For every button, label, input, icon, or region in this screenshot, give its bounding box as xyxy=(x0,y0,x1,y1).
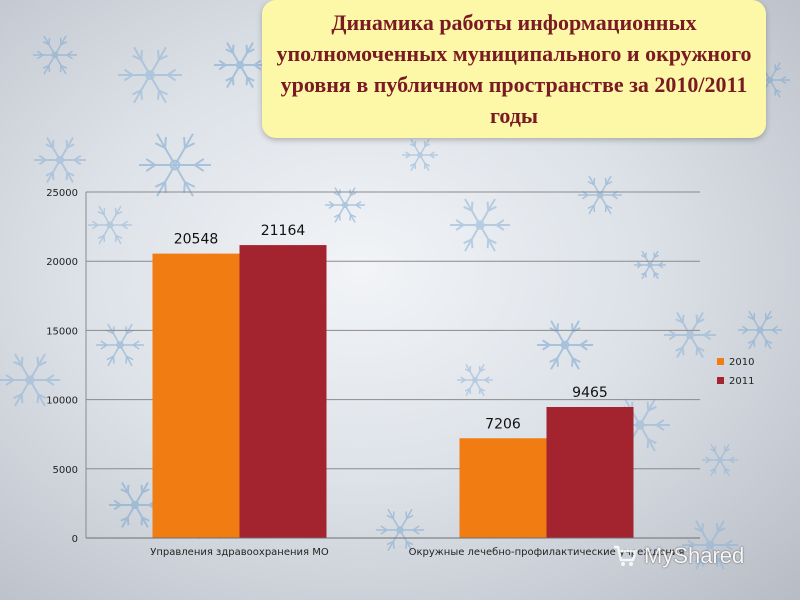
watermark-text: MyShared xyxy=(644,543,745,568)
legend-swatch xyxy=(717,377,724,384)
legend-swatch xyxy=(717,358,724,365)
y-tick-label: 5000 xyxy=(53,465,78,476)
snowflake-decoration xyxy=(139,133,211,197)
legend: 2010 2011 xyxy=(717,357,754,387)
bar-2010 xyxy=(152,253,240,539)
snowflake-decoration xyxy=(118,46,182,104)
category-label: Управления здравоохранения МО xyxy=(150,547,329,558)
snowflake-decoration xyxy=(682,520,738,570)
y-tick-label: 10000 xyxy=(46,396,78,407)
data-label: 21164 xyxy=(261,223,306,239)
snowflake-decoration xyxy=(214,41,266,89)
y-tick-label: 15000 xyxy=(46,326,78,337)
snowflake-decoration xyxy=(34,136,86,184)
snowflake-decoration xyxy=(402,139,438,171)
snowflake-decoration xyxy=(738,310,782,350)
y-tick-label: 0 xyxy=(72,534,78,545)
snowflake-decoration xyxy=(664,311,716,359)
title-box: Динамика работы информационных уполномоч… xyxy=(262,0,766,138)
snowflake-decoration xyxy=(376,508,424,552)
legend-label: 2010 xyxy=(729,357,754,368)
data-label: 9465 xyxy=(572,385,608,401)
legend-label: 2011 xyxy=(729,376,754,387)
category-label: Окружные лечебно-профилактические учрежд… xyxy=(409,547,685,558)
snowflake-decoration xyxy=(0,353,60,407)
chart-title: Динамика работы информационных уполномоч… xyxy=(276,10,752,128)
watermark: MyShared xyxy=(612,538,772,574)
y-tick-label: 20000 xyxy=(46,257,78,268)
snowflake-decoration xyxy=(88,205,132,245)
y-tick-label: 25000 xyxy=(46,188,78,199)
snowflake-decoration xyxy=(457,364,493,396)
cart-icon xyxy=(614,545,638,566)
bar-2010 xyxy=(459,438,547,538)
snowflake-decoration xyxy=(537,320,593,370)
data-label: 7206 xyxy=(485,416,521,432)
snowflake-decoration xyxy=(450,198,510,252)
data-label: 20548 xyxy=(174,232,219,248)
bar-2011 xyxy=(546,407,634,538)
snowflake-decoration xyxy=(702,444,738,476)
snowflake-decoration xyxy=(578,175,622,215)
snowflake-decoration xyxy=(33,35,77,75)
snowflake-decoration xyxy=(96,323,144,367)
snowflake-decoration xyxy=(634,250,666,280)
bar-2011 xyxy=(239,245,327,538)
